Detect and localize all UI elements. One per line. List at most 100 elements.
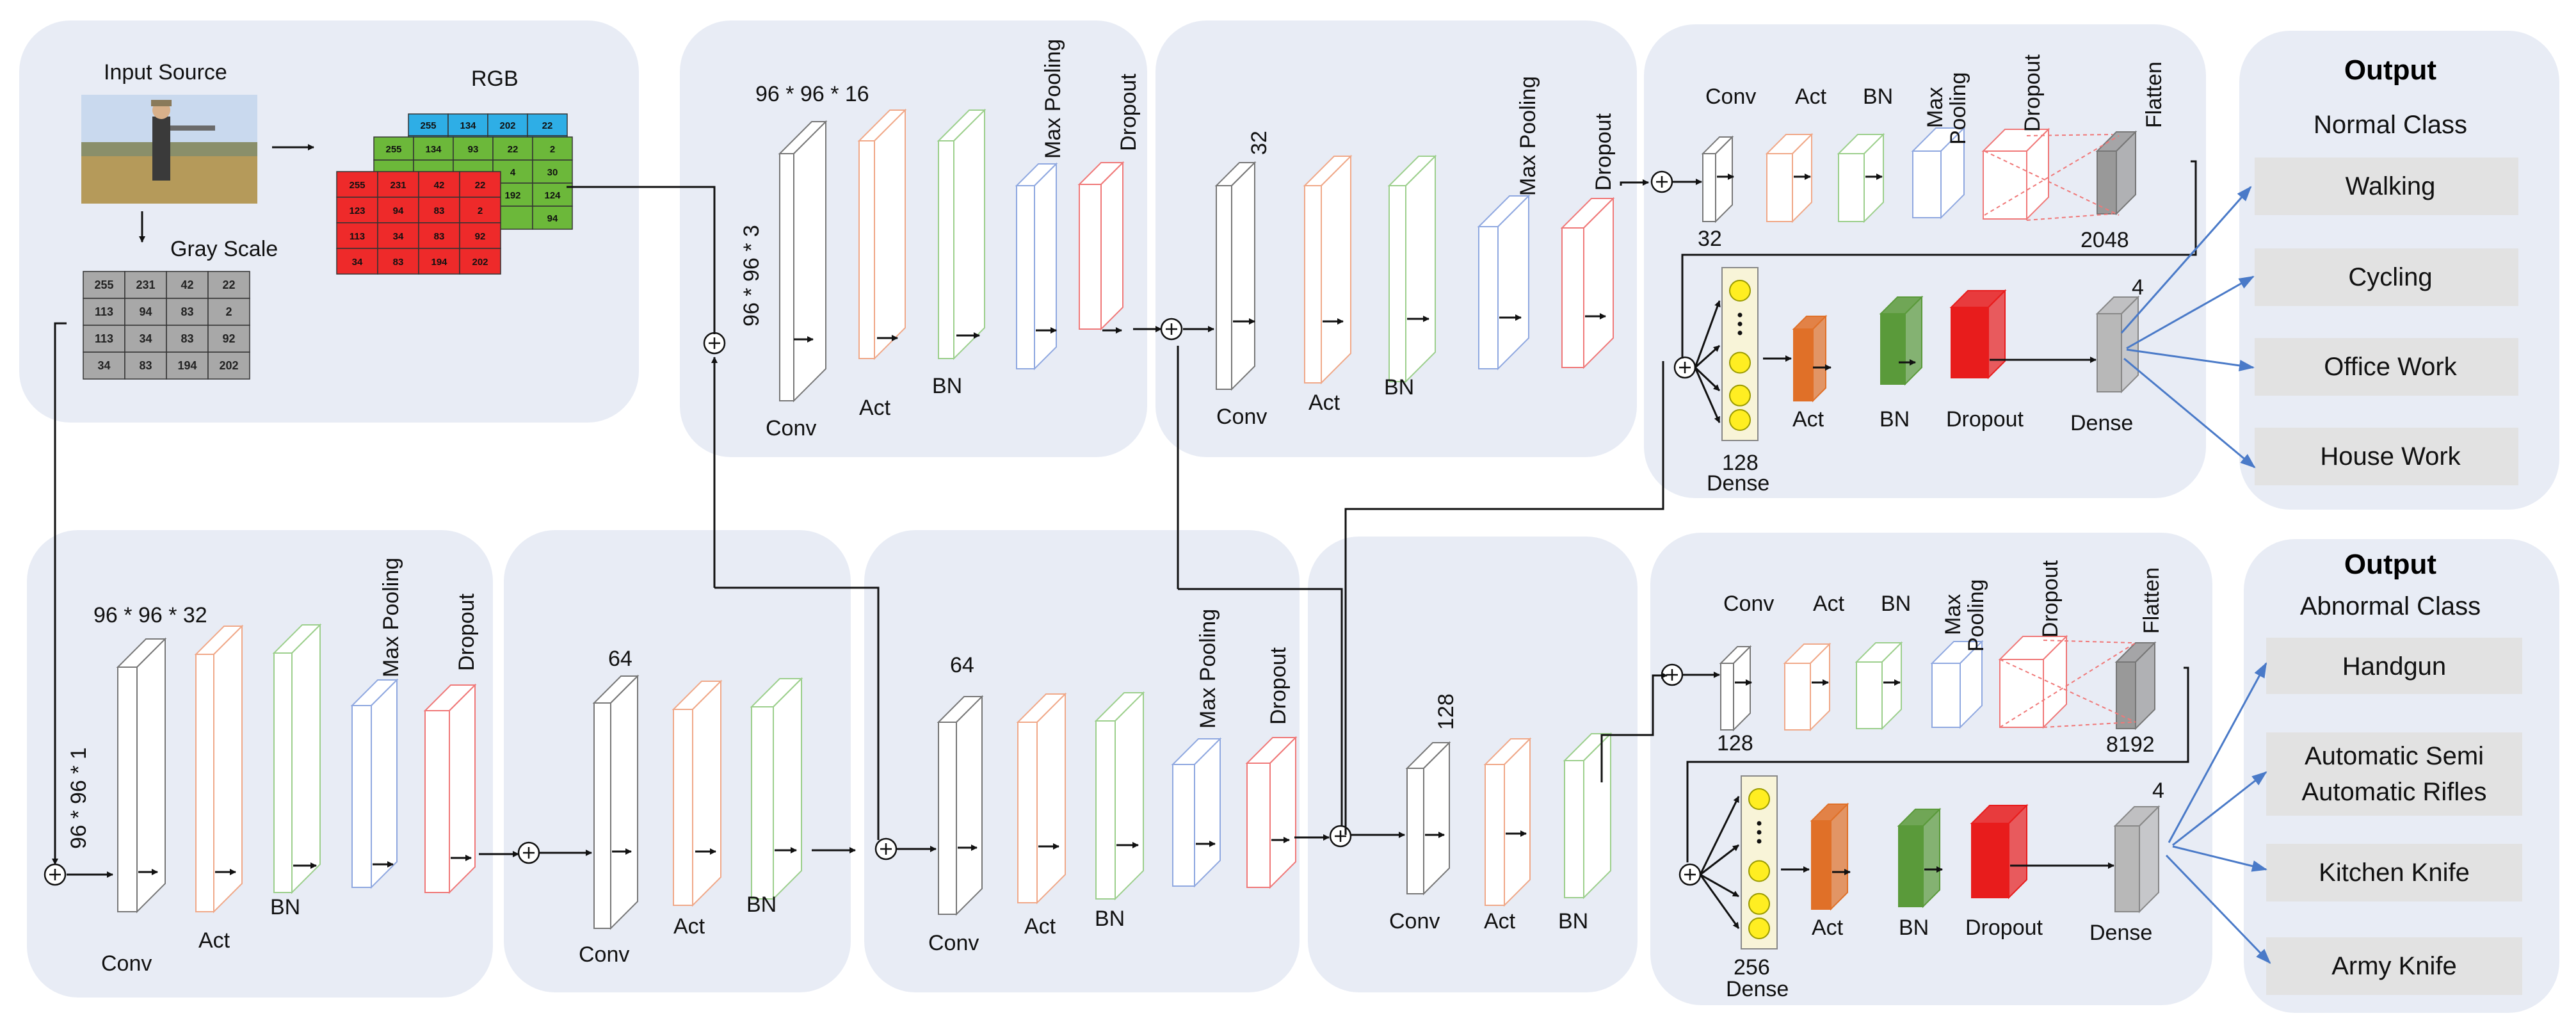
top-b2-bn: BN [1384, 375, 1414, 400]
bot-b1-dropout: Dropout [455, 593, 479, 671]
bot-dropout-label: Dropout [1965, 916, 2043, 940]
bot-bn-label: BN [1899, 916, 1929, 940]
svg-text:83: 83 [434, 231, 445, 242]
bot-b1-act-layer [194, 624, 244, 914]
green-cell: 93 [453, 136, 494, 161]
svg-text:83: 83 [181, 305, 193, 318]
top-b3-bn-layer [1837, 133, 1885, 223]
red-cell: 231 [377, 171, 419, 198]
svg-text:Automatic Rifles: Automatic Rifles [2302, 778, 2487, 806]
normal-class-box: Office Work [2255, 338, 2518, 396]
top-dense-neurons [1721, 267, 1759, 441]
bot-b4-dim: 128 [1434, 693, 1458, 730]
flow-arrows [67, 174, 2114, 929]
abnormal-class-box: Kitchen Knife [2266, 844, 2522, 901]
svg-text:22: 22 [475, 180, 486, 191]
svg-text:42: 42 [434, 180, 445, 191]
normal-class-box: Walking [2255, 158, 2518, 215]
top-b3-conv-layer [1701, 135, 1734, 223]
svg-text:92: 92 [222, 332, 235, 345]
bot-b3-maxpool: Max Pooling [1196, 609, 1220, 729]
top-b3-conv-dim: 32 [1698, 227, 1722, 251]
output-normal-title: Output [2344, 54, 2437, 86]
svg-text:255: 255 [94, 279, 113, 291]
bot-dense-label: Dense [1726, 977, 1789, 1001]
top-b3-act-layer [1765, 133, 1814, 223]
top-b1-dropout: Dropout [1116, 73, 1141, 151]
top-b1-drop-layer [1077, 161, 1125, 331]
top-b1-maxpool: Max Pooling [1041, 39, 1065, 159]
add-node-bot2 [517, 841, 540, 864]
red-cell: 83 [418, 197, 460, 223]
bot-act-label: Act [1812, 916, 1844, 940]
output-abnormal-subtitle: Abnormal Class [2300, 592, 2481, 620]
bot-b1-input-dim: 96 * 96 * 1 [67, 747, 91, 849]
top-b1-bn-layer [937, 108, 986, 360]
bot-b5-dropout: Dropout [2038, 560, 2063, 638]
line-top2-to-top3 [1620, 179, 1649, 186]
top-b3-bn: BN [1863, 85, 1893, 109]
svg-text:194: 194 [177, 359, 197, 372]
red-cell: 83 [418, 222, 460, 249]
layer-blocks [44, 108, 2161, 949]
gray-cell: 42 [166, 271, 209, 299]
top-b3-pooling: Pooling [1946, 72, 1970, 145]
red-cell: 42 [418, 171, 460, 198]
add-node-top2 [1160, 318, 1183, 341]
bot-b3-pool-layer [1171, 737, 1222, 888]
gray-cell: 2 [207, 298, 250, 326]
gray-cell: 34 [83, 351, 125, 380]
bot-b5-bn: BN [1881, 592, 1911, 616]
red-cell: 255 [336, 171, 378, 198]
bot-b1-dim: 96 * 96 * 32 [93, 603, 207, 627]
svg-text:134: 134 [425, 144, 442, 155]
panel-bottom-3 [864, 530, 1300, 992]
top-b1-input-dim: 96 * 96 * 3 [739, 225, 764, 327]
add-node-dense-bot [1678, 863, 1702, 886]
labels-top: 96 * 96 * 16 96 * 96 * 3 Conv Act BN Max… [739, 39, 2166, 496]
gray-cell: 94 [124, 298, 167, 326]
red-cell: 2 [459, 197, 501, 223]
svg-text:22: 22 [508, 144, 519, 155]
line-skip-to-bottom4 [1178, 588, 1343, 826]
bot-b5-bn-layer [1855, 641, 1903, 731]
svg-text:83: 83 [434, 206, 445, 216]
output-abnormal-title: Output [2344, 549, 2437, 580]
svg-text:255: 255 [420, 120, 436, 131]
svg-text:2: 2 [478, 206, 483, 216]
svg-text:113: 113 [95, 305, 113, 318]
output-normal-subtitle: Normal Class [2314, 111, 2467, 139]
top-b2-act-layer [1303, 154, 1353, 385]
svg-text:192: 192 [504, 190, 520, 201]
grayscale-grid: 255 231 42 22 113 94 83 2 113 34 83 92 34 83 194 202 [83, 271, 250, 380]
svg-text:34: 34 [352, 257, 363, 268]
top-b3-pool-layer [1911, 126, 1966, 220]
svg-text:83: 83 [181, 332, 193, 345]
svg-text:83: 83 [139, 359, 152, 372]
green-cell: 255 [373, 136, 414, 161]
bot-b5-flatten: Flatten [2139, 567, 2164, 634]
top-dropout-label: Dropout [1946, 407, 2024, 432]
abnormal-class-box: Handgun [2266, 638, 2522, 694]
rgb-red-channel: 255 231 42 22 123 94 83 2 113 34 83 92 34 83 194 202 [336, 171, 501, 275]
bot-b3-bn-layer [1094, 691, 1145, 901]
svg-text:202: 202 [472, 257, 488, 268]
svg-text:Kitchen Knife: Kitchen Knife [2319, 859, 2470, 887]
bot-b3-act: Act [1024, 914, 1056, 939]
add-node-top3 [1650, 170, 1673, 193]
green-cell: 94 [532, 206, 573, 230]
gray-cell: 22 [207, 271, 250, 299]
svg-text:202: 202 [499, 120, 515, 131]
add-node-dense-top [1673, 356, 1696, 379]
top-b3-drop-layer [1981, 127, 2050, 221]
bot-b5-conv-dim: 128 [1717, 731, 1753, 755]
gray-cell: 92 [207, 325, 250, 353]
bot-b4-conv: Conv [1389, 909, 1440, 933]
svg-text:42: 42 [181, 279, 193, 291]
top-bn-label: BN [1880, 407, 1910, 432]
svg-text:4: 4 [510, 167, 516, 178]
output-arrow [2126, 348, 2255, 371]
bot-b4-act-layer [1483, 737, 1532, 907]
bot-b2-bn: BN [746, 893, 777, 917]
